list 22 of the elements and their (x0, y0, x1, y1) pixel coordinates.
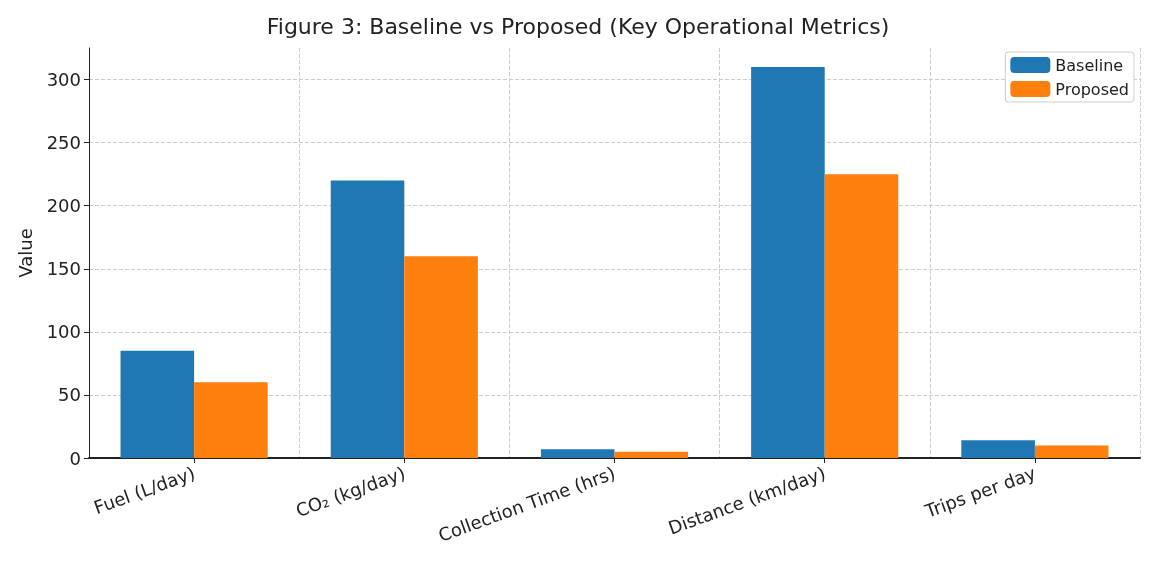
y-tick-label: 0 (69, 447, 81, 469)
bar (404, 256, 478, 458)
bar (824, 174, 899, 458)
bar (751, 66, 825, 458)
y-axis-title: Value (14, 228, 36, 278)
legend-label: Baseline (1055, 55, 1124, 75)
bar (540, 449, 615, 458)
bar (1034, 445, 1109, 458)
bar (330, 180, 405, 458)
legend-label: Proposed (1055, 79, 1130, 99)
y-tick-label: 300 (46, 69, 81, 91)
bar (194, 382, 268, 458)
y-tick-label: 100 (46, 321, 81, 343)
bar (120, 350, 195, 458)
y-tick-label: 250 (46, 132, 81, 154)
bar (614, 451, 689, 458)
chart-title: Figure 3: Baseline vs Proposed (Key Operational Metrics) (266, 13, 890, 39)
y-tick-label: 150 (46, 258, 81, 280)
bar (961, 440, 1035, 458)
y-tick-label: 200 (46, 195, 81, 217)
x-tick-label: Trips per day (921, 462, 1039, 522)
y-tick-label: 50 (58, 384, 81, 406)
